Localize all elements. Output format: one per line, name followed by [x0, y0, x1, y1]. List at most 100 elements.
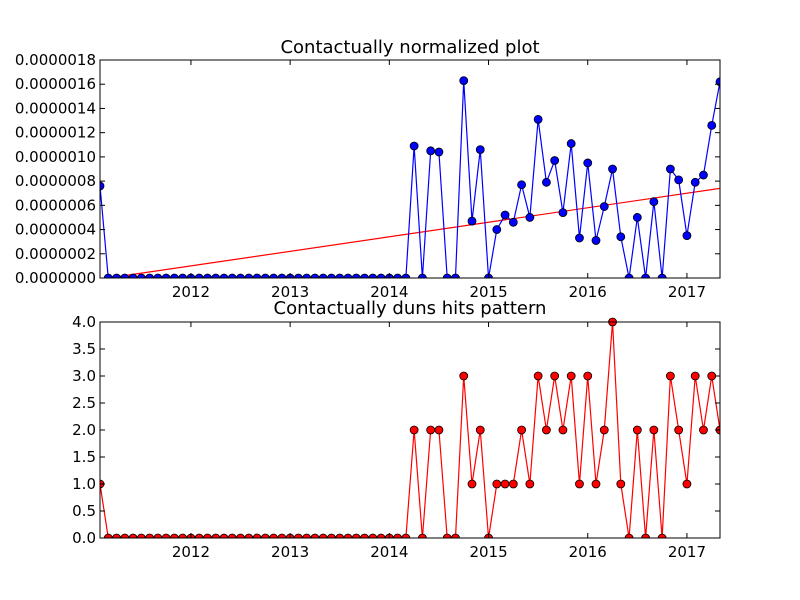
data-point	[269, 533, 278, 538]
data-point	[500, 210, 510, 220]
x-tick-label: 2014	[370, 543, 408, 561]
data-point	[451, 273, 460, 278]
data-point	[467, 216, 477, 226]
data-point	[136, 533, 146, 538]
data-point	[100, 181, 105, 191]
data-point	[203, 533, 212, 538]
x-tick-label: 2014	[370, 283, 408, 301]
normalized-plot: Contactually normalized plot 0.00000000.…	[15, 37, 721, 301]
data-point	[566, 139, 576, 148]
y-tick-label: 0.0	[72, 529, 96, 547]
data-point	[666, 164, 675, 174]
data-point	[591, 479, 601, 489]
plot-area: 0.0000000 0.0000002 0.0000004 0.0000006 0.00…	[15, 51, 720, 301]
data-point	[616, 232, 626, 242]
y-tick-label: 0.0000012	[15, 124, 96, 142]
y-tick-label: 2.5	[72, 394, 96, 412]
data-point	[302, 533, 312, 538]
data-point	[327, 533, 336, 538]
data-point	[178, 273, 188, 278]
series-layer	[100, 76, 720, 278]
data-point	[161, 273, 171, 278]
y-tick-label: 0.0000004	[15, 221, 96, 239]
chart-title: Contactually duns hits pattern	[274, 298, 547, 319]
data-point	[244, 273, 254, 278]
y-tick-label: 0.0000002	[15, 245, 96, 263]
data-point	[351, 273, 361, 278]
data-point	[294, 273, 303, 278]
data-point	[649, 425, 659, 435]
data-point	[376, 533, 386, 538]
x-tick-label: 2013	[271, 283, 309, 301]
y-tick-label: 3.0	[72, 367, 96, 385]
data-point	[211, 273, 221, 278]
data-point	[360, 273, 369, 278]
data-point	[178, 533, 188, 538]
data-point	[351, 533, 361, 538]
y-tick-label: 2.0	[72, 421, 96, 439]
data-point	[418, 273, 427, 278]
data-point	[624, 533, 634, 538]
data-point	[434, 147, 444, 157]
data-point	[682, 479, 692, 489]
data-point	[500, 479, 510, 489]
x-tick-label: 2016	[569, 543, 607, 561]
data-point	[542, 425, 551, 435]
data-point	[335, 533, 345, 538]
data-point	[550, 156, 560, 165]
x-tick-label: 2015	[469, 543, 507, 561]
data-point	[517, 425, 526, 435]
data-point	[294, 533, 303, 538]
data-point	[508, 217, 518, 227]
x-tick-label: 2012	[172, 283, 210, 301]
data-point	[467, 479, 477, 489]
data-point	[401, 533, 411, 538]
data-point	[699, 425, 708, 435]
data-point	[657, 273, 667, 278]
x-tick-label: 2015	[469, 283, 507, 301]
data-point	[649, 197, 659, 207]
data-point	[517, 180, 526, 190]
data-point	[219, 533, 229, 538]
data-point	[219, 273, 229, 278]
data-point	[211, 533, 221, 538]
data-point	[632, 213, 642, 222]
data-point	[161, 533, 171, 538]
data-point	[136, 273, 146, 278]
data-point	[128, 533, 138, 538]
data-point	[426, 146, 436, 156]
axes-frame	[99, 321, 721, 539]
data-point	[641, 273, 650, 278]
data-point	[112, 533, 121, 538]
data-point	[632, 425, 642, 435]
data-point	[302, 273, 312, 278]
data-point	[260, 273, 270, 278]
data-point	[393, 533, 402, 538]
y-tick-label: 0.0000016	[15, 75, 96, 93]
series-line	[100, 321, 720, 538]
data-point	[475, 145, 485, 155]
data-point	[252, 273, 262, 278]
data-point	[103, 533, 113, 538]
data-point	[459, 76, 469, 85]
data-point	[252, 533, 262, 538]
data-point	[236, 273, 245, 278]
data-point	[409, 425, 419, 435]
x-tick-label: 2013	[271, 543, 309, 561]
data-point	[674, 175, 684, 185]
y-tick-label: 0.0000006	[15, 196, 96, 214]
data-point	[318, 273, 328, 278]
data-point	[277, 533, 287, 538]
y-tick-label: 0.0000018	[15, 51, 96, 69]
data-point	[475, 425, 485, 435]
data-point	[591, 236, 601, 245]
data-point	[492, 225, 502, 234]
data-point	[409, 141, 419, 151]
data-point	[170, 273, 179, 278]
y-tick-label: 1.0	[72, 475, 96, 493]
axes-frame	[99, 59, 721, 279]
x-tick-label: 2017	[668, 283, 706, 301]
data-point	[666, 371, 675, 381]
data-point	[459, 371, 469, 381]
